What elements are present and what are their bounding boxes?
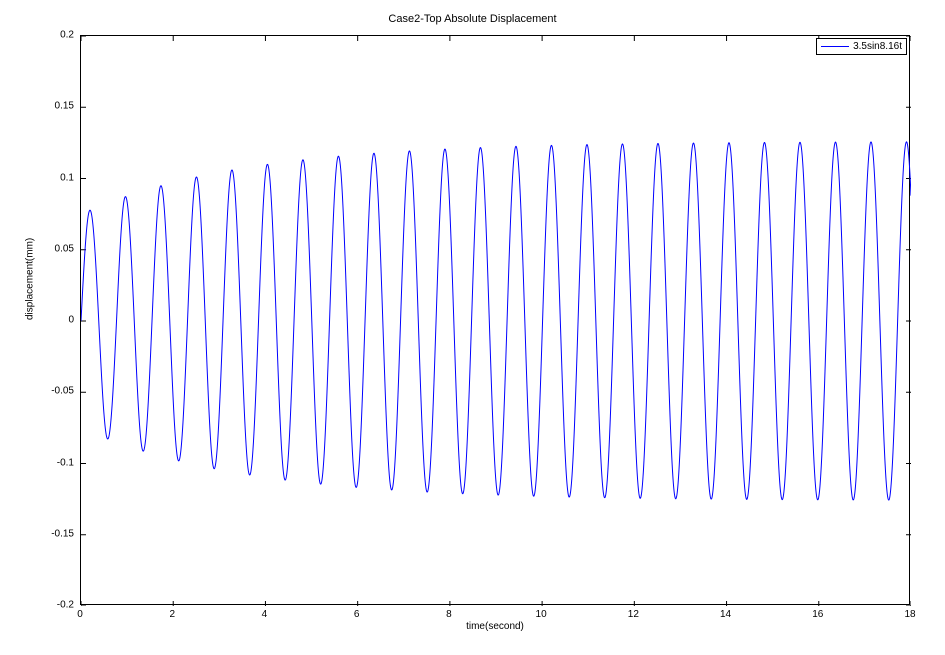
y-tick-label: -0.15 [51,528,74,539]
x-tick-label: 2 [169,609,175,620]
y-tick-label: -0.05 [51,386,74,397]
plot-area: 3.5sin8.16t [80,35,910,605]
x-tick-label: 12 [628,609,639,620]
y-tick-label: 0.15 [55,101,74,112]
x-tick-label: 14 [720,609,731,620]
y-tick-label: -0.1 [57,457,74,468]
y-axis-label: displacement(mm) [25,238,36,320]
y-tick-label: 0.1 [60,172,74,183]
legend-label: 3.5sin8.16t [853,41,902,52]
legend-swatch [821,46,849,47]
y-tick-label: 0 [68,315,74,326]
series-line [81,142,911,500]
y-tick-label: 0.2 [60,30,74,41]
y-tick-label: -0.2 [57,600,74,611]
legend: 3.5sin8.16t [816,38,907,55]
x-tick-label: 16 [812,609,823,620]
x-tick-label: 6 [354,609,360,620]
chart-title: Case2-Top Absolute Displacement [0,13,945,25]
x-axis-label: time(second) [466,621,524,632]
figure: Case2-Top Absolute Displacement 3.5sin8.… [0,0,945,655]
x-tick-label: 18 [904,609,915,620]
x-tick-label: 0 [77,609,83,620]
x-tick-label: 8 [446,609,452,620]
x-tick-label: 10 [536,609,547,620]
x-tick-label: 4 [262,609,268,620]
plot-svg [81,36,911,606]
y-tick-label: 0.05 [55,243,74,254]
